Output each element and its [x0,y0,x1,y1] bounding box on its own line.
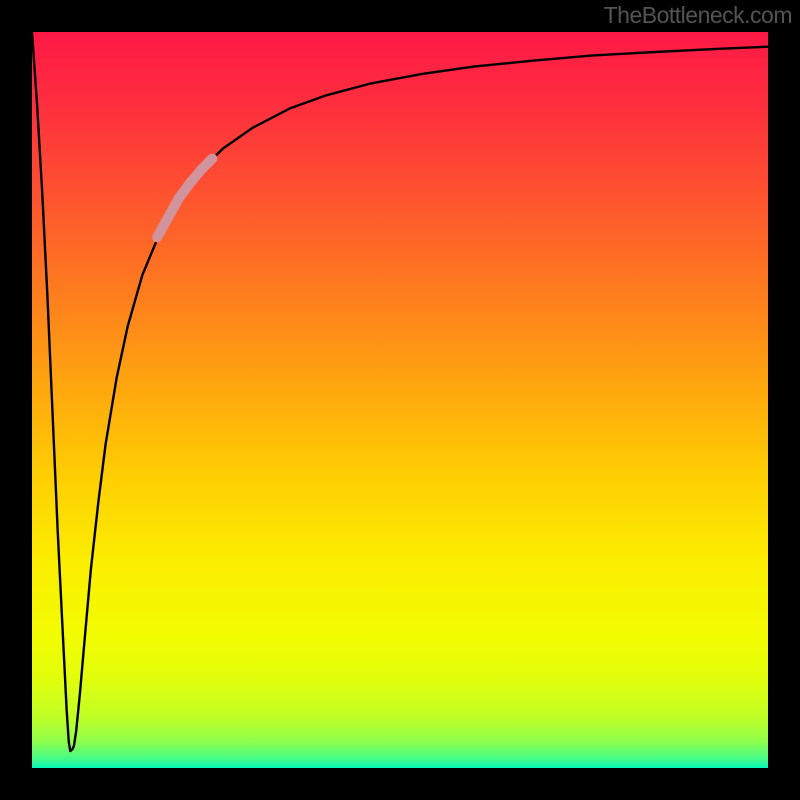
chart-container: TheBottleneck.com [0,0,800,800]
watermark-text: TheBottleneck.com [604,2,792,29]
frame-border-right [768,0,800,800]
bottleneck-chart [0,0,800,800]
plot-background-gradient [32,32,768,768]
frame-border-bottom [0,768,800,800]
frame-border-left [0,0,32,800]
